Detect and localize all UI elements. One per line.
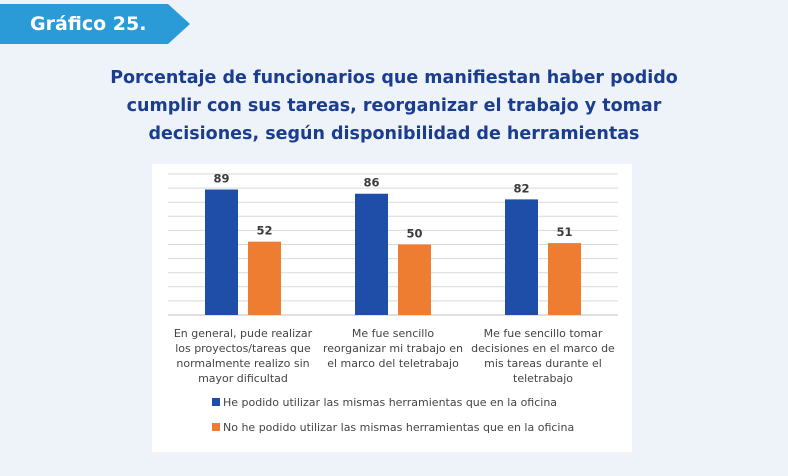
data-label: 86 [363,176,379,190]
category-label: Me fue sencillo [352,327,435,340]
category-label: normalmente realizo sin [176,357,309,370]
bar [505,199,538,315]
legend-swatch [212,398,220,406]
category-label: teletrabajo [513,372,573,385]
category-label: mayor dificultad [198,372,288,385]
category-label: el marco del teletrabajo [327,357,459,370]
legend-label: He podido utilizar las mismas herramient… [223,396,557,409]
legend-swatch [212,423,220,431]
category-label: los proyectos/tareas que [175,342,311,355]
bar [248,241,281,315]
category-label: reorganizar mi trabajo en [323,342,463,355]
category-label: Me fue sencillo tomar [484,327,603,340]
bar [205,189,238,315]
data-label: 51 [556,225,572,239]
data-label: 82 [513,181,529,195]
chart-number-tag: Gráfico 25. [0,4,190,44]
category-label: decisiones en el marco de [471,342,615,355]
chart-panel: 89 52 En general, pude realizar los proyect… [152,164,632,452]
bar-chart: 89 52 En general, pude realizar los proyect… [168,172,618,434]
category-label: En general, pude realizar [174,327,313,340]
data-label: 52 [256,224,272,238]
chart-title: Porcentaje de funcionarios que manifiest… [110,68,678,144]
data-label: 50 [406,227,422,241]
data-label: 89 [213,172,229,186]
bar [398,244,431,315]
bar [548,243,581,315]
legend-label: No he podido utilizar las mismas herrami… [223,421,574,434]
category-label: mis tareas durante el [484,357,602,370]
bar [355,193,388,315]
